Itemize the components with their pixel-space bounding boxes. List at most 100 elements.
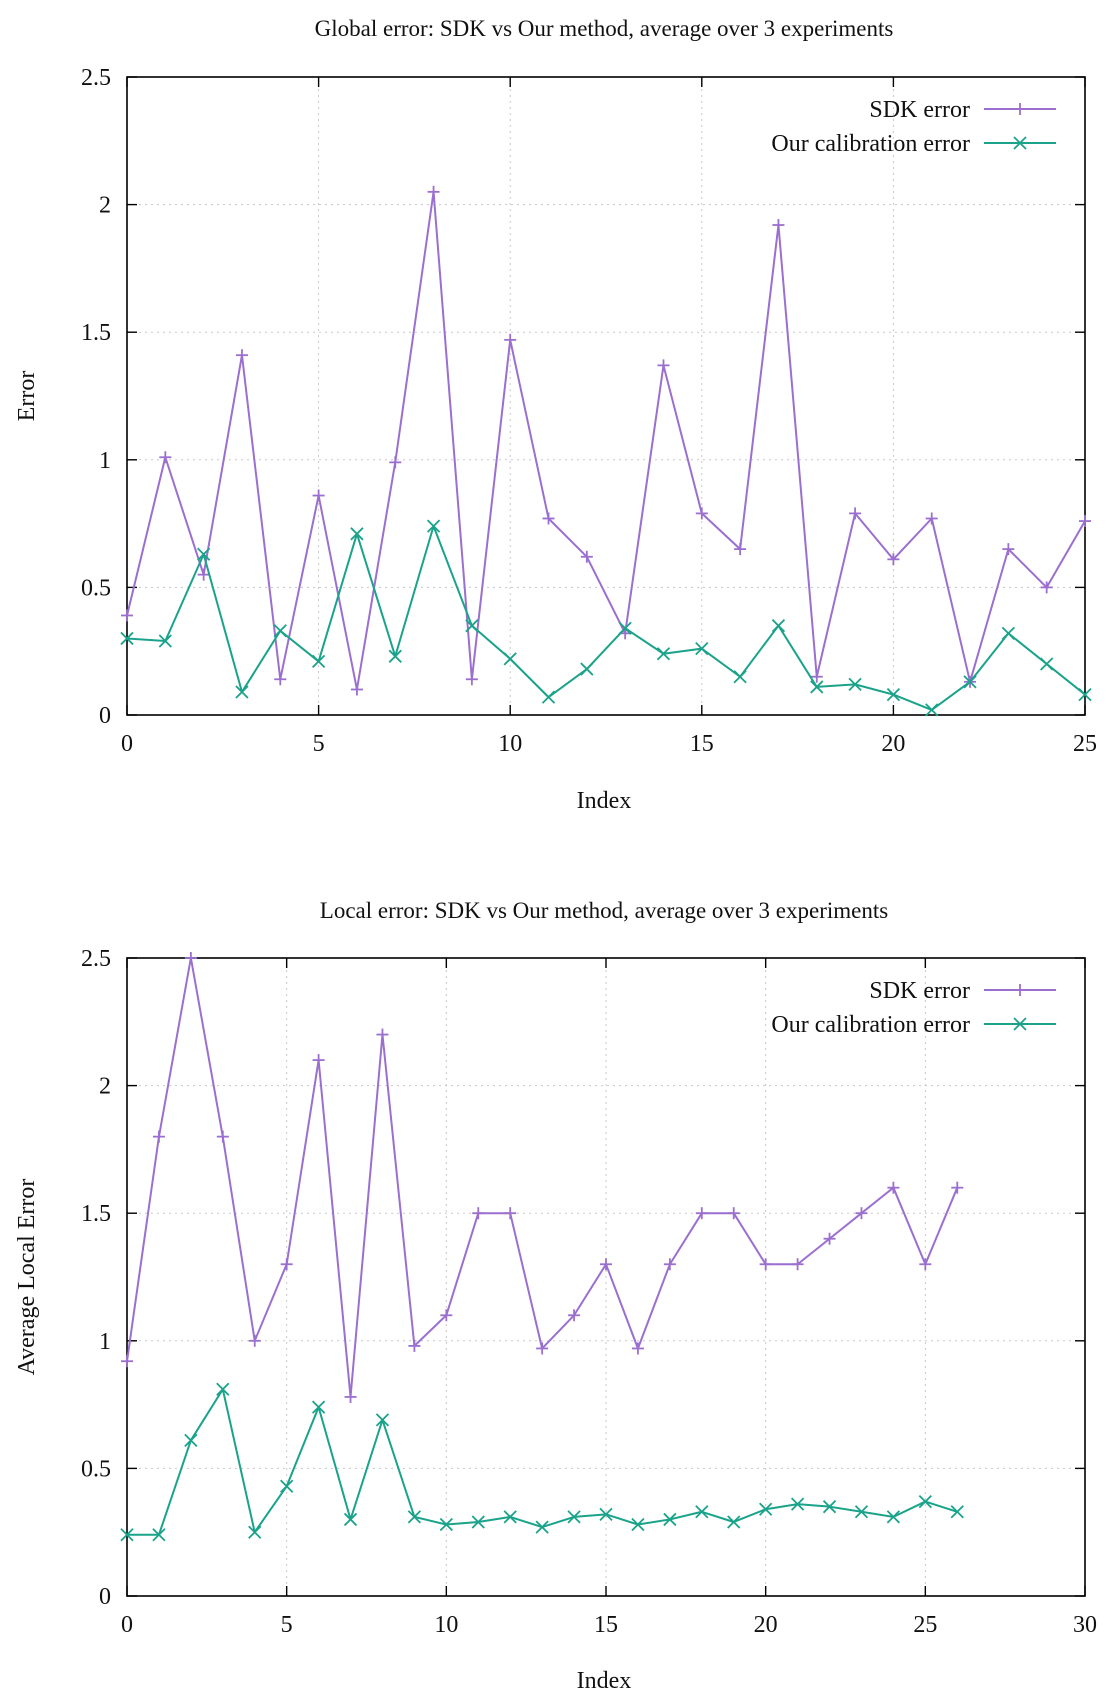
data-point [376,1028,389,1041]
data-point [657,359,670,372]
data-point [344,1390,357,1403]
data-point [772,219,785,232]
data-point [375,1413,390,1427]
plot-frame [126,76,1086,716]
data-point [963,675,977,689]
data-point [925,703,939,717]
data-point [350,683,363,696]
data-point [823,1232,836,1245]
data-point [695,642,709,656]
data-point [541,690,556,704]
chart-title: Local error: SDK vs Our method, average … [320,898,888,923]
x-tick-label: 5 [281,1612,293,1638]
data-point [771,619,786,633]
data-point [810,680,824,694]
x-tick-label: 10 [498,731,522,757]
global-error-chart: Global error: SDK vs Our method, average… [14,16,1097,814]
data-point [388,649,402,663]
data-point [886,687,901,702]
data-point [504,1207,517,1220]
data-point [631,1342,644,1355]
data-point [159,451,172,464]
y-tick-label: 1 [99,448,111,474]
data-point [273,624,287,638]
data-point [656,647,671,661]
calibration-error-series [120,1382,964,1542]
data-point [427,185,440,198]
y-tick-label: 2 [99,193,111,219]
data-point [727,1207,740,1220]
y-tick-label: 1 [99,1329,111,1355]
x-tick-label: 30 [1073,1612,1097,1638]
data-point [248,1525,262,1539]
data-point [471,1515,485,1529]
data-point [197,568,210,581]
calibration-error-series [120,519,1092,717]
legend-label: SDK error [869,97,970,123]
series-line [127,1388,958,1536]
chart-title: Global error: SDK vs Our method, average… [315,16,894,41]
data-point [727,1515,741,1529]
legend: SDK error Our calibration error [771,978,1056,1038]
legend: SDK error Our calibration error [771,97,1056,157]
data-point [343,1512,358,1527]
legend-item: SDK error [869,978,1056,1004]
data-point [810,670,823,683]
data-point [274,673,287,686]
x-tick-label: 15 [690,731,714,757]
data-point [1001,626,1015,640]
data-point [734,543,747,556]
data-point [426,519,441,533]
data-point [504,333,517,346]
data-point [695,507,708,520]
y-axis-label: Error [14,371,40,422]
data-point [312,489,325,502]
sdk-error-series [121,952,964,1403]
legend-marker [1013,136,1027,150]
data-point [580,662,594,676]
data-point [631,1517,645,1532]
local-error-chart: Local error: SDK vs Our method, average … [14,898,1097,1693]
series-line [126,190,1086,691]
data-point [887,553,900,566]
y-tick-label: 1.5 [81,1201,111,1227]
data-point [407,1510,422,1524]
data-point [248,1334,261,1347]
data-point [280,1479,294,1493]
data-point [472,1207,485,1220]
legend-label: Our calibration error [771,1012,970,1038]
data-point [849,507,862,520]
data-point [951,1181,964,1194]
legend-marker [1013,1017,1027,1031]
data-point [791,1258,804,1271]
data-point [152,1528,166,1542]
y-tick-label: 0 [99,1584,111,1610]
data-point [440,1309,453,1322]
data-point [235,349,248,362]
data-point [535,1520,549,1534]
data-point [854,1505,869,1519]
data-point [120,631,134,646]
legend-marker [1014,984,1026,996]
data-point [886,1510,901,1524]
x-axis-label: Index [577,1668,632,1693]
data-point [121,1355,133,1368]
legend-item: SDK error [869,97,1056,123]
data-point [503,652,517,666]
data-point [567,1510,581,1524]
data-point [350,527,364,541]
data-point [503,1510,517,1524]
data-point [790,1497,805,1511]
x-tick-label: 5 [313,731,325,757]
x-tick-label: 10 [434,1612,458,1638]
data-point [580,550,593,563]
y-tick-label: 2.5 [81,65,111,91]
legend-label: SDK error [869,978,970,1004]
data-point [152,1130,165,1143]
y-tick-label: 0.5 [81,1456,111,1482]
data-point [919,1258,932,1271]
data-point [1002,543,1015,556]
data-point [465,673,478,686]
data-point [568,1309,581,1322]
